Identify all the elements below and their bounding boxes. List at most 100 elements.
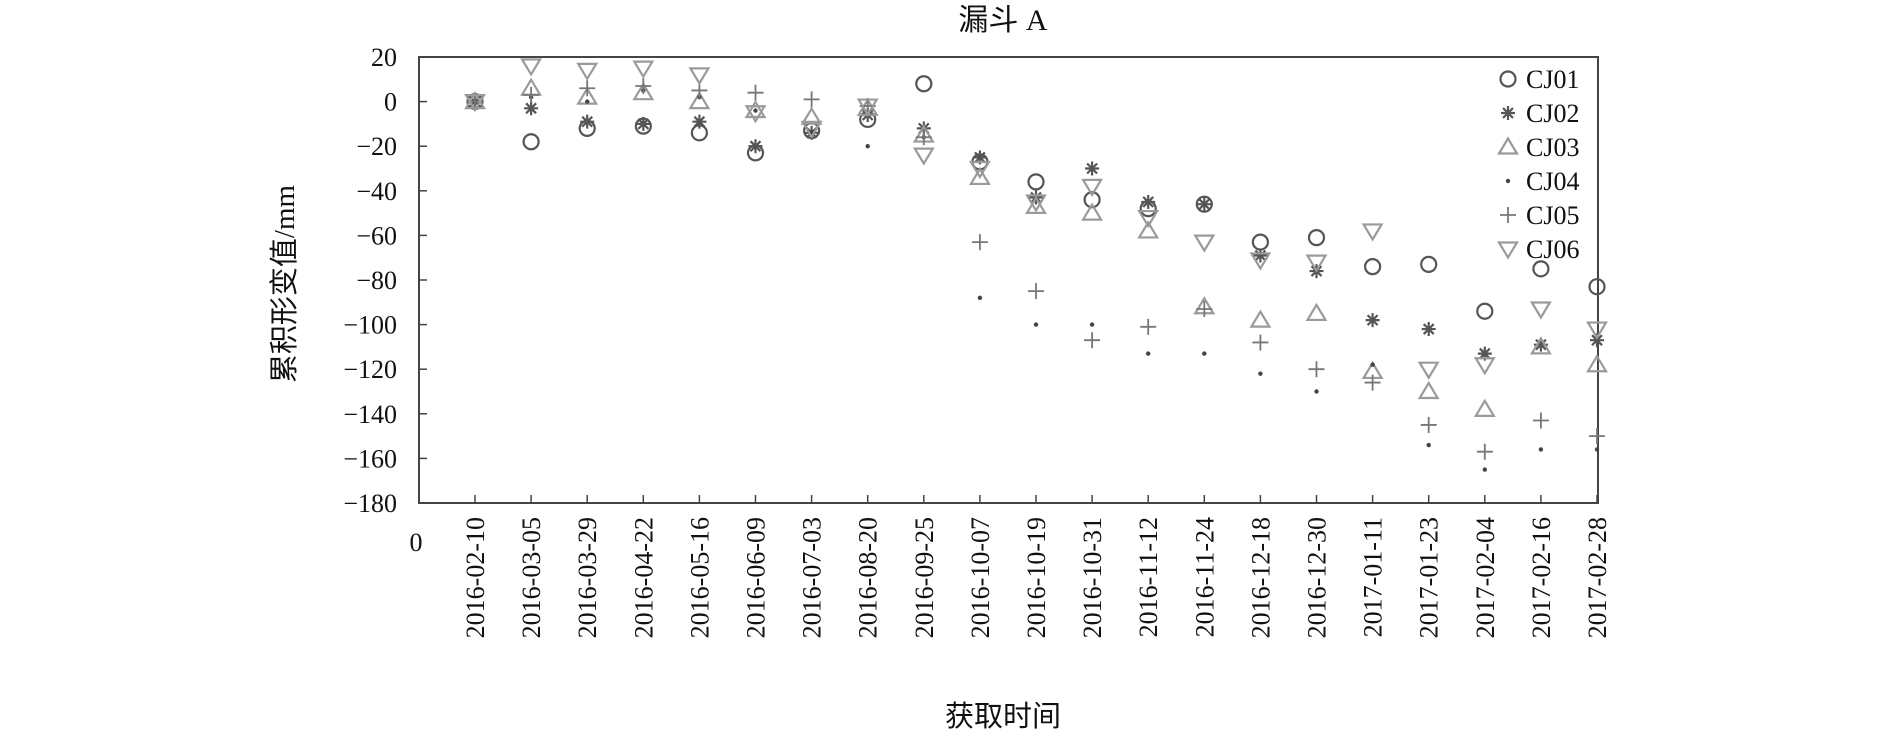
x-tick-label: 2016-05-16 [685,517,714,638]
legend-item-cj06: CJ06 [1497,235,1579,264]
legend-label: CJ01 [1526,65,1579,94]
y-tick-label: 0 [384,88,397,117]
data-point-cj04 [1033,322,1039,327]
data-point-cj01 [915,75,933,93]
data-point-cj06 [1305,254,1328,273]
x-tick-label: 2016-07-03 [798,517,827,638]
y-tick-label: −180 [343,489,397,518]
data-point-cj05 [1252,334,1269,351]
x-tick-label: 2016-10-31 [1078,517,1107,638]
data-point-cj01 [1363,258,1382,276]
plot-area [418,56,1599,504]
data-point-cj06 [1025,194,1047,213]
data-point-cj04 [1538,447,1544,452]
legend-label: CJ02 [1526,99,1579,128]
data-point-cj06 [912,147,935,166]
x-tick-label: 2016-03-05 [517,517,546,638]
data-point-cj06 [744,105,767,124]
data-point-cj06 [1137,209,1160,229]
chart-title: 漏斗 A [958,4,1048,37]
data-point-cj05 [1589,428,1605,445]
data-point-cj02 [1085,161,1100,176]
data-point-cj04 [1202,351,1207,356]
data-point-cj03 [1249,309,1272,328]
data-point-cj06 [800,120,823,139]
x-axis: 2016-02-10 2016-03-05 2016-03-29 2016-04-22… [461,495,1612,638]
x-tick-label: 2016-11-24 [1190,517,1219,637]
data-point-cj04 [1146,351,1151,356]
data-point-cj02 [748,139,763,154]
data-point-cj03 [1081,202,1104,221]
data-point-cj03 [968,166,991,186]
data-point-cj05 [1420,416,1437,433]
data-point-cj04 [865,144,870,149]
data-point-cj04 [1258,371,1263,376]
data-point-cj06 [576,62,599,82]
y-tick-label: −20 [356,132,397,161]
data-point-cj05 [1364,374,1381,391]
y-tick-label: −40 [356,177,397,206]
data-point-cj04 [1089,322,1095,327]
data-point-cj01 [1588,278,1606,296]
data-point-cj04 [1482,467,1488,472]
data-point-cj05 [579,80,596,97]
data-point-cj05 [523,86,540,103]
data-point-cj01 [1476,302,1494,320]
data-point-cj02 [1197,197,1212,212]
data-point-cj03 [1137,220,1160,239]
y-tick-label: −160 [343,444,397,473]
data-point-cj05 [803,91,820,108]
data-point-cj05 [971,234,988,251]
data-point-cj02 [1590,333,1604,348]
x-tick-label: 2016-12-30 [1303,517,1332,638]
data-point-cj06 [1586,321,1608,340]
data-point-cj04 [1370,362,1375,367]
data-point-cj01 [1420,255,1438,273]
data-point-cj06 [464,93,486,113]
data-point-cj05 [1308,361,1325,378]
legend-marker-cj02 [1501,106,1515,120]
data-point-cj03 [800,106,823,125]
data-point-cj01 [1251,233,1270,251]
data-point-cj02 [524,101,539,116]
data-point-cj02 [1253,248,1268,263]
y-axis: 20 0 −20 −40 −60 −80 −100 −120 −140 −160 −180 [343,43,427,518]
data-point-cj01 [1307,229,1326,247]
x-tick-label: 2017-01-11 [1359,517,1388,637]
legend-label: CJ03 [1526,133,1579,162]
data-point-cj06 [1361,223,1384,242]
data-point-cj05 [1196,300,1213,317]
x-axis-label: 获取时间 [945,700,1061,733]
x-tick-label: 2016-02-10 [461,517,490,638]
legend-item-cj04: CJ04 [1505,167,1579,196]
legend-marker-cj06 [1497,241,1519,260]
data-point-cj05 [747,84,764,101]
data-point-cj01 [1532,260,1550,278]
data-point-cj06 [520,58,543,77]
data-point-cj02 [636,116,651,131]
data-point-cj06 [1529,301,1552,320]
data-point-cj04 [977,295,983,301]
data-point-cj05 [1476,443,1493,460]
legend-marker-cj04 [1505,178,1511,184]
x-tick-label: 2016-06-09 [742,517,771,638]
data-point-cj02 [692,114,707,129]
y-tick-label: 20 [371,43,397,72]
data-point-cj04 [1426,442,1431,448]
data-point-cj02 [1141,194,1156,209]
legend: CJ01 CJ02 CJ03 CJ04 CJ05 CJ06 [1497,65,1579,264]
data-point-cj03 [688,90,711,110]
legend-label: CJ05 [1526,201,1579,230]
legend-item-cj03: CJ03 [1497,133,1579,162]
series-cj06 [464,58,1608,380]
series-cj03 [464,77,1608,417]
x-tick-label: 2016-10-19 [1022,517,1051,638]
data-point-cj06 [968,160,991,180]
y-tick-label: −140 [343,400,397,429]
data-point-cj03 [1586,354,1608,373]
data-point-cj05 [915,129,932,146]
data-point-cj03 [1529,336,1552,355]
data-point-cj02 [1421,322,1436,337]
data-point-cj02 [972,150,987,165]
